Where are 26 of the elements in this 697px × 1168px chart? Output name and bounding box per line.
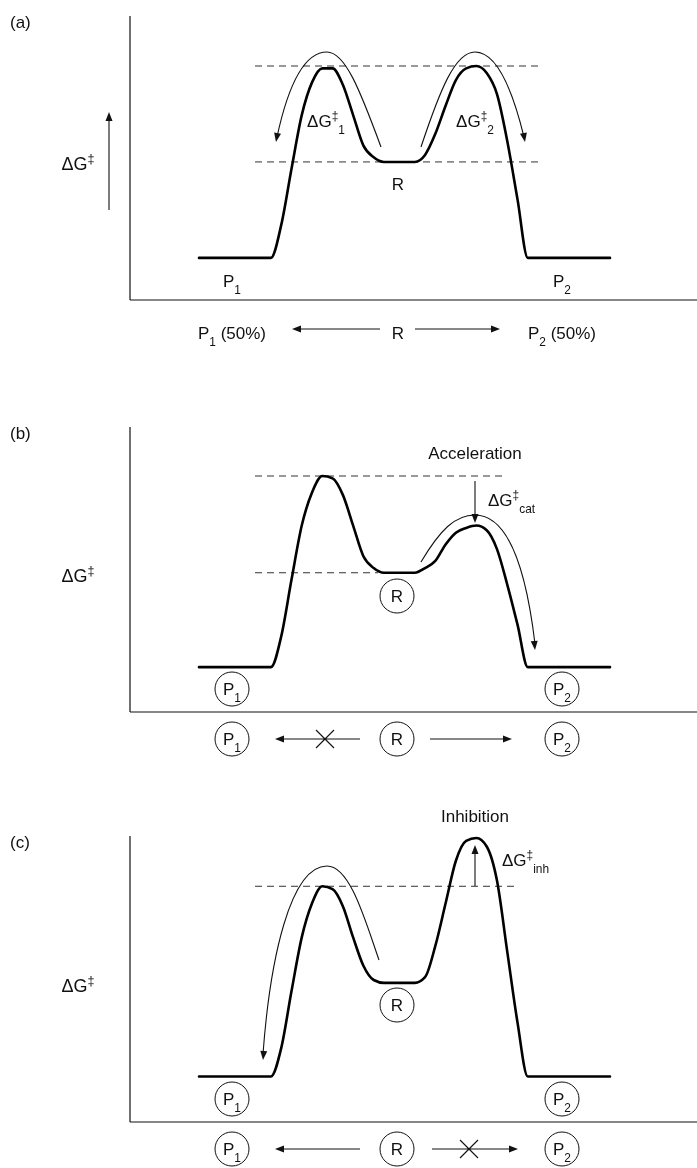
text: P$_{1}$ (50%) bbox=[197, 324, 267, 349]
annotation: P$_{2}$ bbox=[553, 1090, 572, 1115]
annotation: P$_{1}$ bbox=[223, 680, 242, 705]
annotation: P$_{1}$ bbox=[223, 1090, 242, 1115]
text: P$_{2}$ bbox=[553, 730, 572, 755]
annotation: R bbox=[390, 587, 404, 606]
annotation: R bbox=[391, 175, 405, 194]
text: Acceleration bbox=[428, 444, 522, 463]
text: R bbox=[390, 1140, 404, 1159]
text: R bbox=[391, 324, 405, 343]
text: (c) bbox=[10, 833, 30, 852]
annotation: P$_{2}$ bbox=[553, 272, 572, 297]
text: P$_{1}$ bbox=[223, 730, 242, 755]
text: P$_{2}$ (50%) bbox=[527, 324, 597, 349]
text: R bbox=[390, 730, 404, 749]
annotation: P$_{1}$ bbox=[223, 272, 242, 297]
text: Inhibition bbox=[440, 807, 510, 826]
text: (a) bbox=[10, 13, 31, 32]
text: P$_{1}$ bbox=[223, 1140, 242, 1165]
annotation: R bbox=[390, 996, 404, 1015]
annotation: P$_{2}$ bbox=[553, 680, 572, 705]
text: (b) bbox=[10, 424, 31, 443]
y-axis-title: ΔG$^{‡}$ bbox=[61, 974, 95, 996]
y-axis-title: ΔG$^{‡}$ bbox=[61, 564, 95, 586]
y-axis-title: ΔG$^{‡}$ bbox=[61, 152, 95, 174]
text: P$_{2}$ bbox=[553, 1140, 572, 1165]
